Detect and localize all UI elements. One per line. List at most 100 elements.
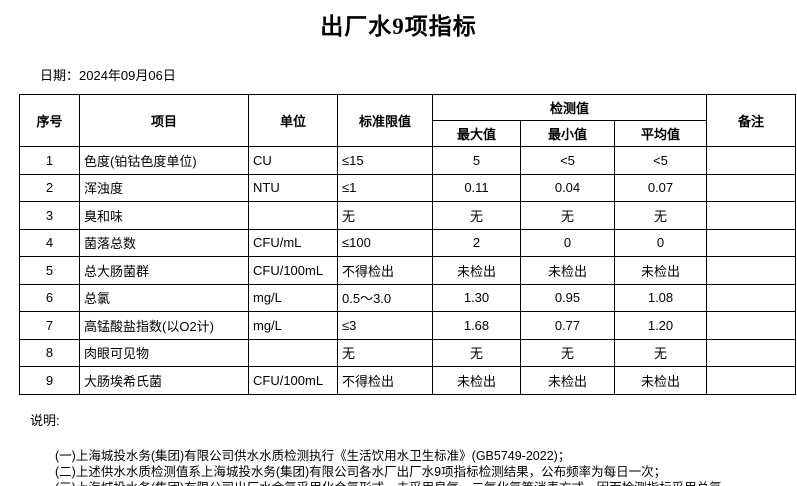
page-title: 出厂水9项指标 bbox=[320, 14, 477, 39]
cell-remark bbox=[706, 146, 797, 175]
cell-limit: ≤100 bbox=[337, 228, 433, 257]
header-row-1: 序号 项目 单位 标准限值 检测值 备注 bbox=[19, 94, 797, 147]
table-row: 3 臭和味 无 无 无 无 bbox=[19, 201, 797, 230]
cell-item: 总大肠菌群 bbox=[79, 256, 249, 285]
header-max: 最大值 bbox=[432, 120, 521, 147]
header-row-2: 最大值 最小值 平均值 bbox=[20, 120, 796, 147]
cell-limit: 不得检出 bbox=[337, 256, 433, 285]
cell-item: 总氯 bbox=[79, 283, 249, 312]
cell-min: 0.04 bbox=[520, 173, 615, 202]
cell-limit: 无 bbox=[337, 338, 433, 367]
report-date: 日期：2024年09月06日 bbox=[40, 68, 176, 83]
cell-min: 无 bbox=[520, 338, 615, 367]
table-row: 1 色度(铂钴色度单位) CU ≤15 5 <5 <5 bbox=[19, 146, 797, 175]
table-row: 7 高锰酸盐指数(以O2计) mg/L ≤3 1.68 0.77 1.20 bbox=[19, 311, 797, 340]
notes-label: 说明: bbox=[30, 412, 60, 428]
table-row: 4 菌落总数 CFU/mL ≤100 2 0 0 bbox=[19, 228, 797, 257]
cell-unit: CFU/mL bbox=[248, 228, 338, 257]
cell-min: 无 bbox=[520, 201, 615, 230]
cell-max: 0.11 bbox=[432, 173, 521, 202]
cell-remark bbox=[706, 201, 797, 230]
table-body: 1 色度(铂钴色度单位) CU ≤15 5 <5 <5 2 浑浊度 NTU ≤1… bbox=[19, 146, 797, 395]
note-item: (一)上海城投水务(集团)有限公司供水水质检测执行《生活饮用水卫生标准》(GB5… bbox=[55, 448, 571, 463]
cell-remark bbox=[706, 283, 797, 312]
table-row: 9 大肠埃希氏菌 CFU/100mL 不得检出 未检出 未检出 未检出 bbox=[19, 366, 797, 395]
cell-limit: ≤1 bbox=[337, 173, 433, 202]
cell-limit: 0.5～3.0 bbox=[337, 283, 433, 312]
cell-avg: 无 bbox=[613, 338, 708, 367]
cell-min: 0.95 bbox=[520, 283, 615, 312]
cell-avg: 0 bbox=[613, 228, 708, 257]
table-row: 6 总氯 mg/L 0.5～3.0 1.30 0.95 1.08 bbox=[19, 283, 797, 312]
cell-item: 浑浊度 bbox=[79, 173, 249, 202]
cell-avg: 未检出 bbox=[613, 256, 708, 285]
cell-max: 无 bbox=[432, 338, 521, 367]
cell-unit: mg/L bbox=[248, 283, 338, 312]
cell-item: 色度(铂钴色度单位) bbox=[79, 146, 249, 175]
cell-limit: 无 bbox=[337, 201, 433, 230]
cell-limit: 不得检出 bbox=[337, 366, 433, 395]
cell-unit: NTU bbox=[248, 173, 338, 202]
cell-seq: 7 bbox=[19, 311, 80, 340]
header-limit: 标准限值 bbox=[337, 94, 433, 147]
cell-item: 臭和味 bbox=[79, 201, 249, 230]
cell-item: 肉眼可见物 bbox=[79, 338, 249, 367]
cell-max: 未检出 bbox=[432, 256, 521, 285]
cell-unit: mg/L bbox=[248, 311, 338, 340]
note-item: (二)上述供水水质检测值系上海城投水务(集团)有限公司各水厂出厂水9项指标检测结… bbox=[55, 464, 667, 479]
cell-avg: 无 bbox=[613, 201, 708, 230]
cell-max: 1.30 bbox=[432, 283, 521, 312]
cell-max: 5 bbox=[432, 146, 521, 175]
cell-avg: 0.07 bbox=[613, 173, 708, 202]
cell-limit: ≤3 bbox=[337, 311, 433, 340]
cell-remark bbox=[706, 311, 797, 340]
table-header: 序号 项目 单位 标准限值 检测值 备注 最大值 最小值 平均值 bbox=[19, 94, 797, 147]
cell-seq: 2 bbox=[19, 173, 80, 202]
cell-seq: 5 bbox=[19, 256, 80, 285]
header-detection: 检测值 bbox=[431, 94, 708, 121]
cell-min: 未检出 bbox=[520, 366, 615, 395]
cell-seq: 6 bbox=[19, 283, 80, 312]
cell-item: 大肠埃希氏菌 bbox=[79, 366, 249, 395]
cell-limit: ≤15 bbox=[337, 146, 433, 175]
header-seq: 序号 bbox=[19, 94, 80, 147]
table-row: 8 肉眼可见物 无 无 无 无 bbox=[19, 338, 797, 367]
header-avg: 平均值 bbox=[613, 120, 708, 147]
cell-seq: 4 bbox=[19, 228, 80, 257]
note-item: (三)上海城投水务(集团)有限公司出厂水余氯采用化合氯形式，未采用臭氧、二氧化氯… bbox=[55, 480, 797, 486]
cell-avg: 未检出 bbox=[613, 366, 708, 395]
cell-max: 无 bbox=[432, 201, 521, 230]
header-unit: 单位 bbox=[248, 94, 338, 147]
cell-unit: CU bbox=[248, 146, 338, 175]
cell-unit bbox=[248, 201, 338, 230]
cell-avg: 1.08 bbox=[613, 283, 708, 312]
cell-max: 2 bbox=[432, 228, 521, 257]
cell-seq: 8 bbox=[19, 338, 80, 367]
header-min: 最小值 bbox=[520, 120, 615, 147]
header-remark: 备注 bbox=[706, 94, 797, 147]
cell-unit bbox=[248, 338, 338, 367]
table-row: 5 总大肠菌群 CFU/100mL 不得检出 未检出 未检出 未检出 bbox=[19, 256, 797, 285]
cell-unit: CFU/100mL bbox=[248, 256, 338, 285]
cell-max: 1.68 bbox=[432, 311, 521, 340]
cell-min: 0 bbox=[520, 228, 615, 257]
cell-avg: <5 bbox=[613, 146, 708, 175]
cell-remark bbox=[706, 173, 797, 202]
cell-min: 未检出 bbox=[520, 256, 615, 285]
notes-list: (一)上海城投水务(集团)有限公司供水水质检测执行《生活饮用水卫生标准》(GB5… bbox=[55, 448, 797, 486]
cell-seq: 9 bbox=[19, 366, 80, 395]
header-item: 项目 bbox=[79, 94, 249, 147]
cell-max: 未检出 bbox=[432, 366, 521, 395]
cell-min: <5 bbox=[520, 146, 615, 175]
cell-item: 菌落总数 bbox=[79, 228, 249, 257]
cell-remark bbox=[706, 256, 797, 285]
cell-remark bbox=[706, 366, 797, 395]
indicator-table: 序号 项目 单位 标准限值 检测值 备注 最大值 最小值 平均值 1 色度(铂钴… bbox=[19, 94, 797, 395]
table-row: 2 浑浊度 NTU ≤1 0.11 0.04 0.07 bbox=[19, 173, 797, 202]
cell-min: 0.77 bbox=[520, 311, 615, 340]
cell-seq: 1 bbox=[19, 146, 80, 175]
cell-remark bbox=[706, 228, 797, 257]
cell-item: 高锰酸盐指数(以O2计) bbox=[79, 311, 249, 340]
cell-remark bbox=[706, 338, 797, 367]
